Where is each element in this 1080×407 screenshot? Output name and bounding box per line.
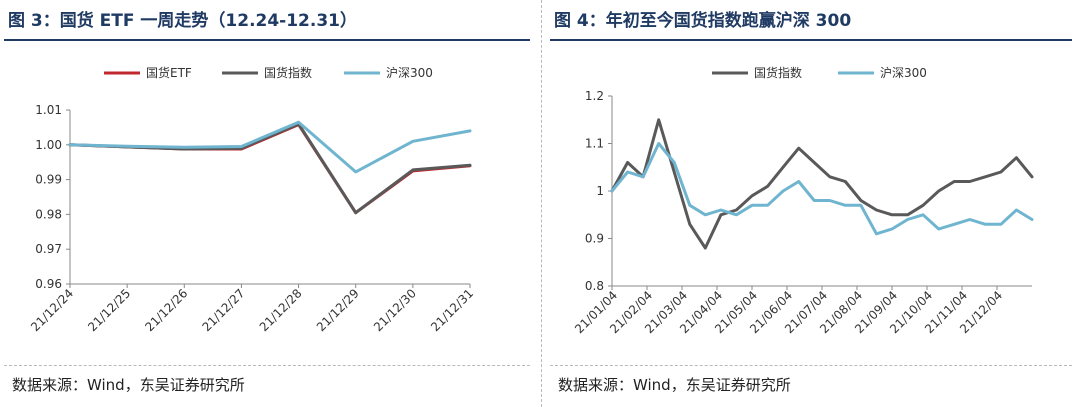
- series-line-0: [68, 123, 472, 215]
- series-line-1: [610, 142, 1034, 236]
- x-tick-label: 21/12/29: [314, 286, 362, 334]
- x-tick-label: 21/12/31: [428, 286, 476, 334]
- y-tick-label: 1.1: [585, 137, 604, 151]
- legend-label: 沪深300: [386, 66, 433, 80]
- legend-label: 国货指数: [754, 65, 802, 80]
- x-tick-label: 21/12/28: [257, 286, 305, 334]
- legend-label: 沪深300: [880, 66, 927, 80]
- y-tick-label: 0.96: [35, 277, 62, 291]
- etf-week-chart: 0.96 0.97 0.98 0.99 1.00 1.01 21/12/24 21/12/25…: [28, 65, 476, 334]
- y-tick-label: 0.99: [35, 173, 62, 187]
- legend-label: 国货指数: [264, 65, 312, 80]
- x-tick-label: 21/12/30: [371, 286, 419, 334]
- footer-rule: [550, 365, 1072, 366]
- chart-panel-ytd: 图 4：年初至今国货指数跑赢沪深 300 0.8 0.9 1 1.1 1.2 21/01/…: [546, 0, 1080, 407]
- chart-panel-etf: 图 3：国货 ETF 一周走势（12.24-12.31） 0.96 0.97 0.9…: [0, 0, 538, 407]
- series-line-1: [68, 122, 472, 215]
- x-tick-label: 21/12/24: [28, 286, 76, 334]
- y-tick-label: 1.00: [35, 138, 62, 152]
- chart-title: 图 3：国货 ETF 一周走势（12.24-12.31）: [8, 11, 358, 31]
- chart-title: 图 4：年初至今国货指数跑赢沪深 300: [554, 11, 852, 31]
- x-tick-label: 21/12/26: [142, 286, 190, 334]
- x-tick-label: 21/12/27: [200, 286, 248, 334]
- y-tick-label: 1: [596, 184, 604, 198]
- source-note: 数据来源：Wind，东吴证券研究所: [558, 376, 791, 394]
- y-tick-label: 1.01: [35, 103, 62, 117]
- ytd-index-chart: 0.80.911.11.221/01/0421/02/0421/03/0421/…: [572, 65, 1034, 336]
- footer-rule: [4, 365, 530, 366]
- y-tick-label: 1.2: [585, 89, 604, 103]
- y-tick-label: 0.97: [35, 242, 62, 256]
- y-tick-label: 0.98: [35, 207, 62, 221]
- legend-label: 国货ETF: [146, 65, 192, 80]
- x-tick-label: 21/12/25: [85, 286, 133, 334]
- y-tick-label: 0.8: [585, 279, 604, 293]
- title-rule: [4, 39, 530, 41]
- series-line-0: [610, 118, 1034, 250]
- source-note: 数据来源：Wind，东吴证券研究所: [12, 376, 245, 394]
- title-rule: [550, 39, 1072, 41]
- panel-divider: [541, 0, 542, 407]
- series-line-2: [68, 120, 472, 174]
- y-tick-label: 0.9: [585, 232, 604, 246]
